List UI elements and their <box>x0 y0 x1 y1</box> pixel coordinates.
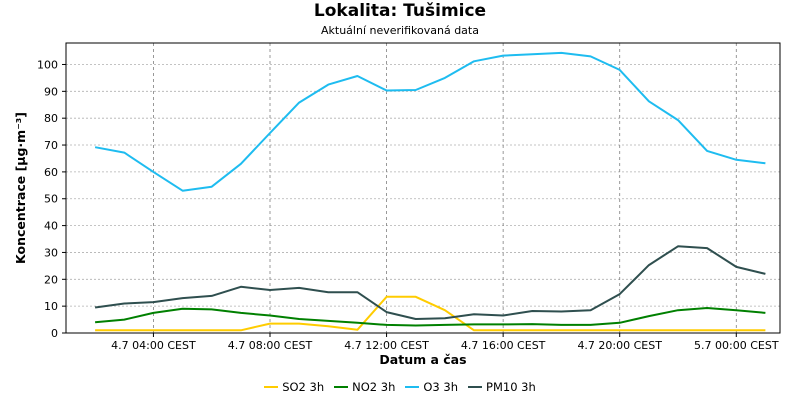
chart-title: Lokalita: Tušimice <box>313 1 487 21</box>
legend-item-o3-3h: O3 3h <box>405 380 458 394</box>
y-tick-label: 10 <box>44 300 58 313</box>
x-tick-label: 4.7 12:00 CEST <box>344 339 429 352</box>
series-line-so2-3h <box>95 295 766 332</box>
legend-label: O3 3h <box>423 380 459 394</box>
y-tick-label: 20 <box>44 273 58 286</box>
legend-item-so2-3h: SO2 3h <box>264 380 324 394</box>
series-line-no2-3h <box>95 307 766 327</box>
y-tick-label: 0 <box>51 327 58 340</box>
y-tick-label: 60 <box>44 166 58 179</box>
chart-legend: SO2 3h NO2 3h O3 3h PM10 3h <box>0 380 800 394</box>
chart-subtitle: Aktuální neverifikovaná data <box>321 24 479 37</box>
legend-item-pm10-3h: PM10 3h <box>468 380 536 394</box>
x-tick-label: 5.7 00:00 CEST <box>694 339 779 352</box>
legend-label: PM10 3h <box>486 380 536 394</box>
series-lines <box>94 51 766 332</box>
y-axis-label: Koncentrace [µg·m⁻³] <box>13 112 28 264</box>
legend-swatch <box>264 386 279 388</box>
y-tick-label: 30 <box>44 246 58 259</box>
plot-area <box>65 42 781 334</box>
axes: 0 10 20 30 40 50 60 70 80 90 100 4.7 04:00 CEST 4.7 … <box>37 58 779 352</box>
y-tick-label: 40 <box>44 220 58 233</box>
x-tick-label: 4.7 16:00 CEST <box>461 339 546 352</box>
y-tick-label: 90 <box>44 85 58 98</box>
grid <box>66 43 780 333</box>
y-tick-label: 80 <box>44 112 58 125</box>
legend-swatch <box>405 386 420 388</box>
x-tick-label: 4.7 08:00 CEST <box>228 339 313 352</box>
legend-swatch <box>468 386 483 388</box>
y-tick-label: 70 <box>44 139 58 152</box>
legend-swatch <box>334 386 349 388</box>
x-tick-label: 4.7 04:00 CEST <box>111 339 196 352</box>
x-axis-label: Datum a čas <box>379 352 466 367</box>
legend-item-no2-3h: NO2 3h <box>334 380 395 394</box>
series-line-pm10-3h <box>94 245 766 320</box>
legend-label: SO2 3h <box>282 380 325 394</box>
y-tick-label: 100 <box>37 58 58 71</box>
series-line-o3-3h <box>94 51 766 192</box>
legend-label: NO2 3h <box>352 380 396 394</box>
y-tick-label: 50 <box>44 193 58 206</box>
x-tick-label: 4.7 20:00 CEST <box>577 339 662 352</box>
